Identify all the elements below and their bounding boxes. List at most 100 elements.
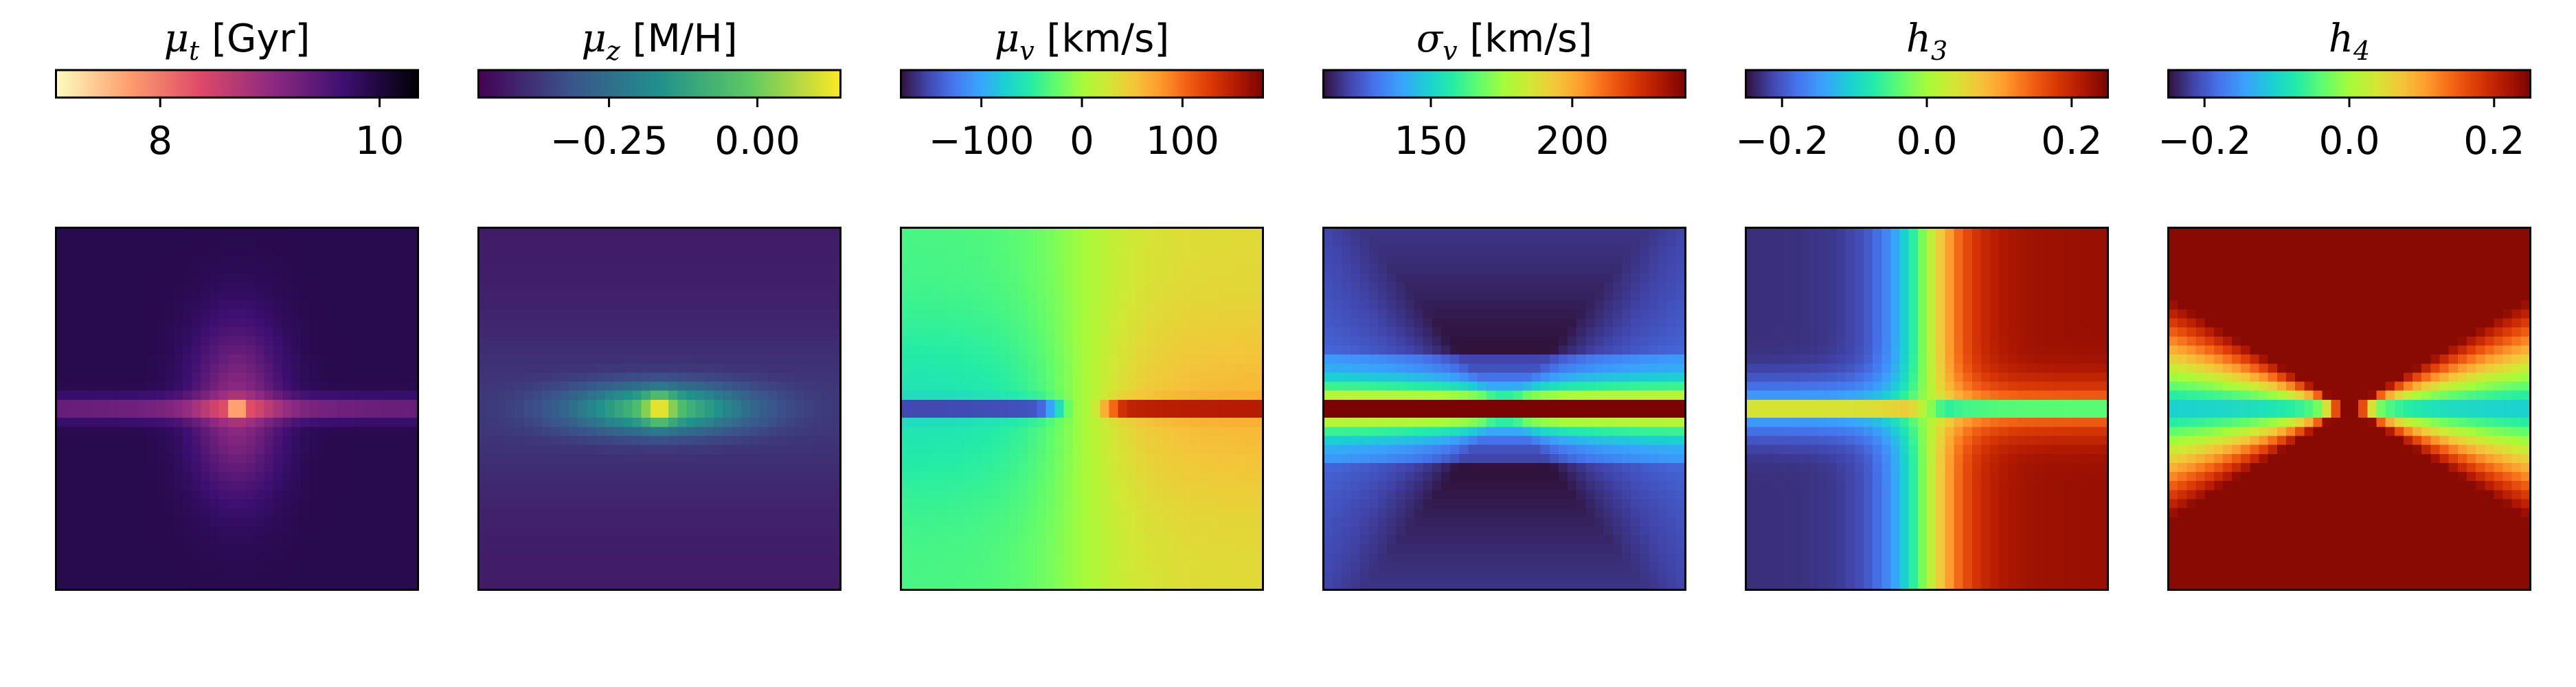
heatmap-cell xyxy=(515,490,525,500)
heatmap-cell xyxy=(1072,562,1083,572)
heatmap-cell xyxy=(1253,255,1263,265)
heatmap-cell xyxy=(1082,246,1092,256)
heatmap-cell xyxy=(1054,535,1065,545)
heatmap-cell xyxy=(732,436,741,446)
heatmap-cell xyxy=(776,517,787,527)
heatmap-cell xyxy=(1217,381,1227,392)
heatmap-cell xyxy=(264,453,274,464)
heatmap-cell xyxy=(1440,246,1451,256)
heatmap-cell xyxy=(776,363,787,373)
heatmap-cell xyxy=(1577,237,1586,247)
heatmap-cell xyxy=(1163,427,1173,437)
heatmap-cell xyxy=(623,255,633,265)
heatmap-cell xyxy=(1072,453,1083,464)
heatmap-cell xyxy=(1136,399,1146,409)
heatmap-cell xyxy=(982,472,993,482)
heatmap-cell xyxy=(1054,273,1065,283)
heatmap-cell xyxy=(1253,282,1263,292)
heatmap-cell xyxy=(164,282,174,292)
heatmap-cell xyxy=(551,237,561,247)
heatmap-cell xyxy=(1154,562,1164,572)
heatmap-cell xyxy=(1244,544,1254,554)
heatmap-cell xyxy=(300,354,310,364)
heatmap-cell xyxy=(542,490,552,500)
heatmap-cell xyxy=(345,490,355,500)
heatmap-cell xyxy=(273,571,283,581)
heatmap-cell xyxy=(713,390,723,401)
heatmap-cell xyxy=(1046,444,1056,455)
heatmap-cell xyxy=(1046,291,1056,301)
heatmap-cell xyxy=(327,462,337,473)
heatmap-cell xyxy=(1459,228,1469,238)
heatmap-cell xyxy=(1009,372,1019,383)
heatmap-cell xyxy=(300,462,310,473)
heatmap-cell xyxy=(146,580,157,590)
heatmap-cell xyxy=(973,345,983,355)
heatmap-cell xyxy=(237,580,247,590)
heatmap-cell xyxy=(982,381,993,392)
heatmap-cell xyxy=(1063,264,1074,274)
heatmap-cell xyxy=(1145,517,1155,527)
heatmap-cell xyxy=(596,508,606,518)
heatmap-cell xyxy=(354,363,364,373)
heatmap-cell xyxy=(542,318,552,328)
heatmap-cell xyxy=(732,418,741,427)
heatmap-cell xyxy=(201,273,211,283)
heatmap-cell xyxy=(901,499,911,509)
heatmap-cell xyxy=(964,444,974,455)
heatmap-cell xyxy=(1172,544,1182,554)
heatmap-cell xyxy=(65,300,75,310)
heatmap-cell xyxy=(677,336,688,346)
heatmap-cell xyxy=(1226,526,1236,536)
heatmap-cell xyxy=(578,481,588,491)
heatmap-cell xyxy=(1253,354,1263,364)
heatmap-cell xyxy=(1549,228,1559,238)
heatmap-cell xyxy=(1100,399,1110,409)
heatmap-cell xyxy=(273,336,283,346)
heatmap-cell xyxy=(1091,399,1100,409)
heatmap-cell xyxy=(795,372,804,383)
heatmap-cell xyxy=(723,472,732,482)
heatmap-cell xyxy=(497,327,507,337)
heatmap-cell xyxy=(1063,427,1074,437)
heatmap-cell xyxy=(1109,526,1119,536)
heatmap-frame xyxy=(477,227,841,591)
heatmap-cell xyxy=(506,390,516,401)
heatmap-cell xyxy=(1432,228,1442,238)
heatmap-cell xyxy=(964,327,974,337)
heatmap-cell xyxy=(192,300,201,310)
heatmap-cell xyxy=(1109,273,1119,283)
heatmap-cell xyxy=(1118,409,1128,418)
heatmap-cell xyxy=(65,499,75,509)
heatmap-cell xyxy=(1009,444,1019,455)
heatmap-cell xyxy=(83,309,93,319)
heatmap-cell xyxy=(596,499,606,509)
heatmap-cell xyxy=(336,291,346,301)
heatmap-cell xyxy=(910,327,920,337)
heatmap-cell xyxy=(946,508,956,518)
heatmap-cell xyxy=(399,300,409,310)
heatmap-cell xyxy=(237,381,247,392)
heatmap-cell xyxy=(623,562,633,572)
heatmap-cell xyxy=(776,508,787,518)
heatmap-cell xyxy=(776,327,787,337)
heatmap-cell xyxy=(741,363,751,373)
heatmap-cell xyxy=(741,291,751,301)
heatmap-cell xyxy=(813,427,823,437)
heatmap-cell xyxy=(282,490,292,500)
heatmap-cell xyxy=(74,436,84,446)
heatmap-cell xyxy=(1208,345,1218,355)
heatmap-cell xyxy=(101,427,111,437)
heatmap-cell xyxy=(641,562,651,572)
heatmap-cell xyxy=(1154,327,1164,337)
heatmap-cell xyxy=(767,580,778,590)
heatmap-cell xyxy=(1063,291,1074,301)
heatmap-cell xyxy=(668,399,678,409)
heatmap-cell xyxy=(551,309,561,319)
heatmap-cell xyxy=(713,228,723,238)
heatmap-cell xyxy=(120,453,129,464)
heatmap-cell xyxy=(1163,264,1173,274)
heatmap-cell xyxy=(345,381,355,392)
heatmap-cell xyxy=(309,300,319,310)
heatmap-cell xyxy=(497,444,507,455)
